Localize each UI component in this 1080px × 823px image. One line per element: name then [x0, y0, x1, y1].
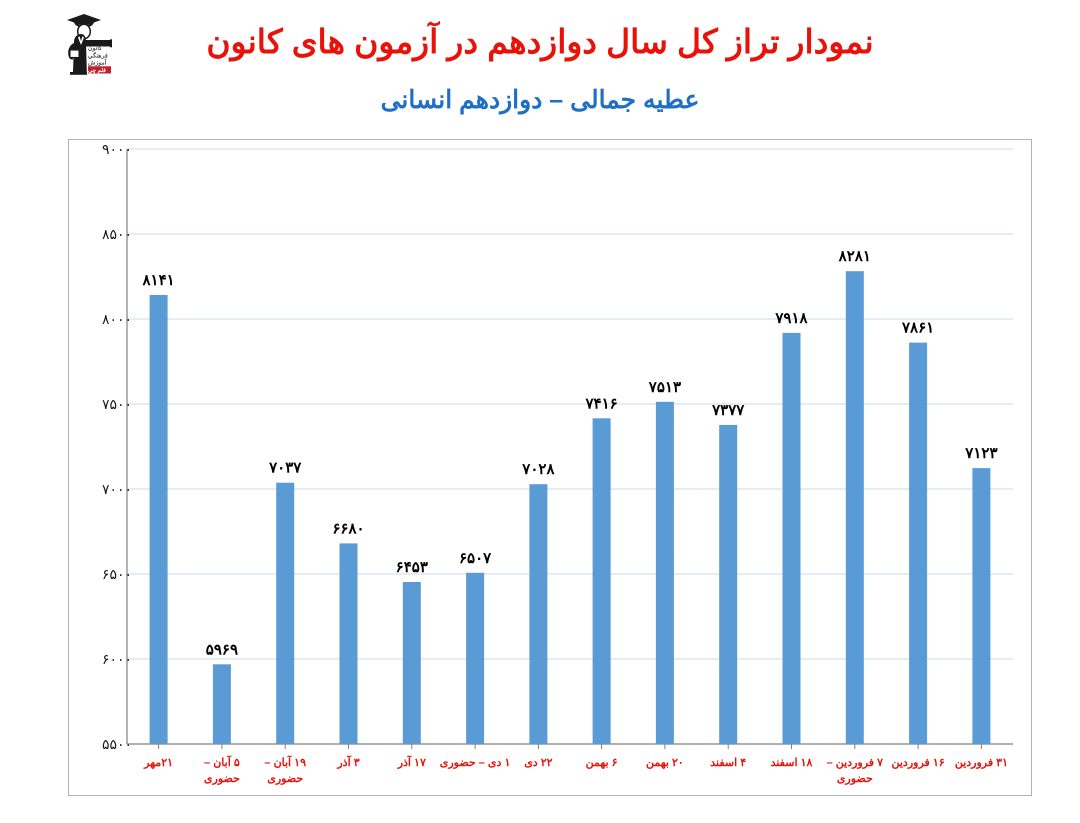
svg-text:۱۷ آذر: ۱۷ آذر [397, 755, 426, 769]
svg-text:۱۶ فروردین: ۱۶ فروردین [892, 757, 945, 769]
svg-text:۵۹۶۹: ۵۹۶۹ [206, 641, 238, 658]
svg-text:۲۰ بهمن: ۲۰ بهمن [646, 757, 684, 769]
svg-text:۷۰۲۸: ۷۰۲۸ [521, 461, 555, 478]
svg-text:۷۴۱۶: ۷۴۱۶ [584, 395, 617, 412]
svg-text:۸۲۸۱: ۸۲۸۱ [838, 248, 871, 265]
svg-text:۷۸۶۱: ۷۸۶۱ [901, 320, 934, 337]
svg-text:۷ فروردین –: ۷ فروردین – [827, 757, 884, 769]
svg-text:۷۹۱۸: ۷۹۱۸ [774, 310, 808, 327]
svg-text:حضوری: حضوری [204, 773, 240, 785]
svg-text:۳۱ فروردین: ۳۱ فروردین [955, 757, 1008, 769]
svg-text:۷۳۷۷: ۷۳۷۷ [711, 402, 745, 419]
svg-text:۶۴۵۳: ۶۴۵۳ [396, 559, 428, 576]
svg-text:حضوری: حضوری [837, 773, 873, 785]
svg-text:حضوری: حضوری [267, 773, 303, 785]
svg-text:۴ اسفند: ۴ اسفند [710, 757, 746, 769]
svg-text:۷۰۳۷: ۷۰۳۷ [268, 460, 302, 477]
svg-text:قلم چي: قلم چي [88, 67, 106, 74]
svg-text:۱۸ اسفند: ۱۸ اسفند [771, 757, 813, 769]
svg-text:۶۵۰۷: ۶۵۰۷ [459, 550, 492, 567]
svg-text:۸۱۴۱: ۸۱۴۱ [141, 272, 174, 289]
svg-text:۵ آبان –: ۵ آبان – [204, 755, 240, 769]
svg-text:۶۶۸۰: ۶۶۸۰ [332, 520, 364, 537]
svg-text:۷۱۲۳: ۷۱۲۳ [964, 445, 997, 462]
svg-text:۱ دی – حضوری: ۱ دی – حضوری [440, 757, 511, 769]
svg-text:۷۵۱۳: ۷۵۱۳ [648, 379, 681, 396]
svg-text:۲۱مهر: ۲۱مهر [143, 757, 173, 769]
svg-text:۱۹ آبان –: ۱۹ آبان – [264, 755, 306, 769]
svg-text:۳ آذر: ۳ آذر [336, 755, 359, 769]
svg-text:۲۲ دی: ۲۲ دی [524, 757, 552, 769]
svg-text:۶ بهمن: ۶ بهمن [586, 757, 618, 769]
